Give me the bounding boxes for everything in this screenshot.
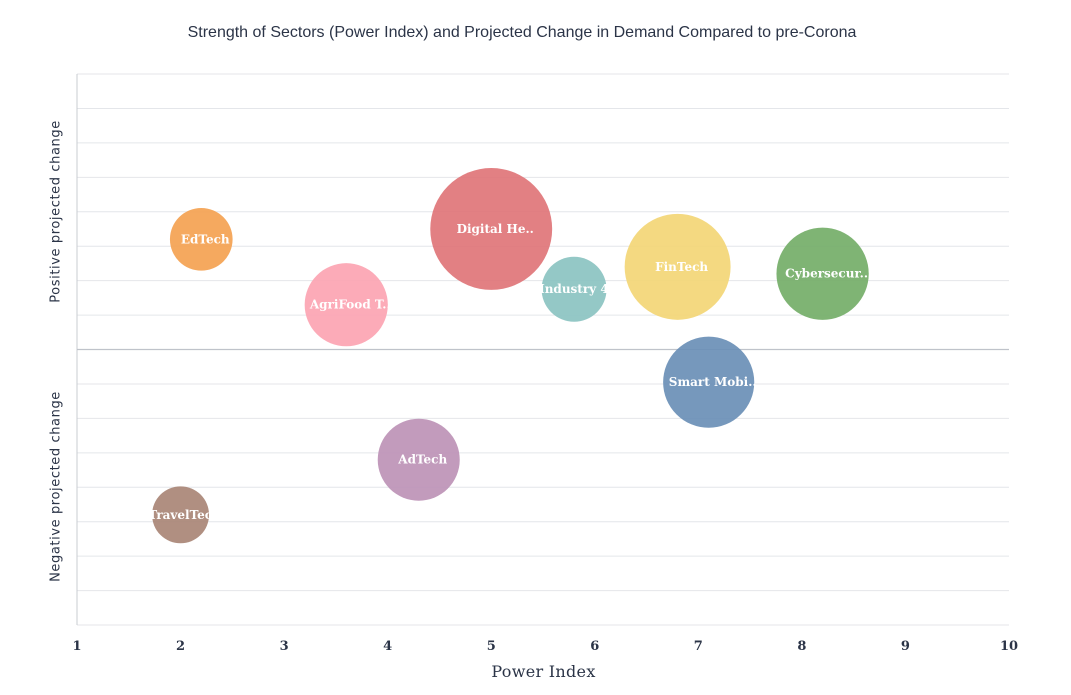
- x-tick-label: 9: [901, 639, 910, 654]
- x-tick-label: 8: [797, 639, 806, 654]
- bubbles: EdTech AgriFood T.. Digital He.. Industry 4…: [148, 168, 869, 544]
- axes: [76, 74, 1009, 625]
- bubble[interactable]: [663, 336, 755, 428]
- bubble-label: Digital He..: [457, 222, 534, 236]
- bubble-label: TravelTech: [148, 508, 221, 522]
- x-tick-label: 3: [280, 639, 289, 654]
- x-tick-label: 7: [694, 639, 703, 654]
- bubble-label: FinTech: [655, 260, 708, 274]
- y-axis-label-negative: Negative projected change: [48, 391, 64, 582]
- bubble-label: Smart Mobi..: [669, 375, 757, 389]
- chart-title: Strength of Sectors (Power Index) and Pr…: [187, 24, 857, 41]
- bubble[interactable]: [624, 213, 731, 320]
- x-tick-label: 1: [72, 639, 81, 654]
- bubble-label: AgriFood T..: [309, 298, 391, 312]
- bubble-label: AdTech: [397, 453, 447, 467]
- x-tick-label: 2: [176, 639, 185, 654]
- y-axis-label-positive: Positive projected change: [48, 120, 64, 303]
- bubble[interactable]: [541, 256, 607, 322]
- x-tick-label: 10: [1000, 639, 1018, 654]
- x-tick-label: 6: [590, 639, 599, 654]
- bubble-label: Industry 4..: [539, 282, 617, 296]
- bubble[interactable]: [169, 207, 233, 271]
- bubble[interactable]: [304, 263, 388, 347]
- bubble[interactable]: [152, 486, 210, 544]
- x-tick-label: 5: [487, 639, 496, 654]
- x-tick-label: 4: [383, 639, 392, 654]
- bubble-label: Cybersecur..: [785, 267, 868, 281]
- bubble[interactable]: [430, 168, 553, 290]
- bubble-label: EdTech: [181, 232, 230, 246]
- x-axis-label: Power Index: [491, 662, 596, 681]
- x-tick-labels: 1 2 3 4 5 6 7 8 9 10: [72, 639, 1018, 654]
- bubble[interactable]: [377, 418, 460, 501]
- bubble[interactable]: [776, 227, 869, 320]
